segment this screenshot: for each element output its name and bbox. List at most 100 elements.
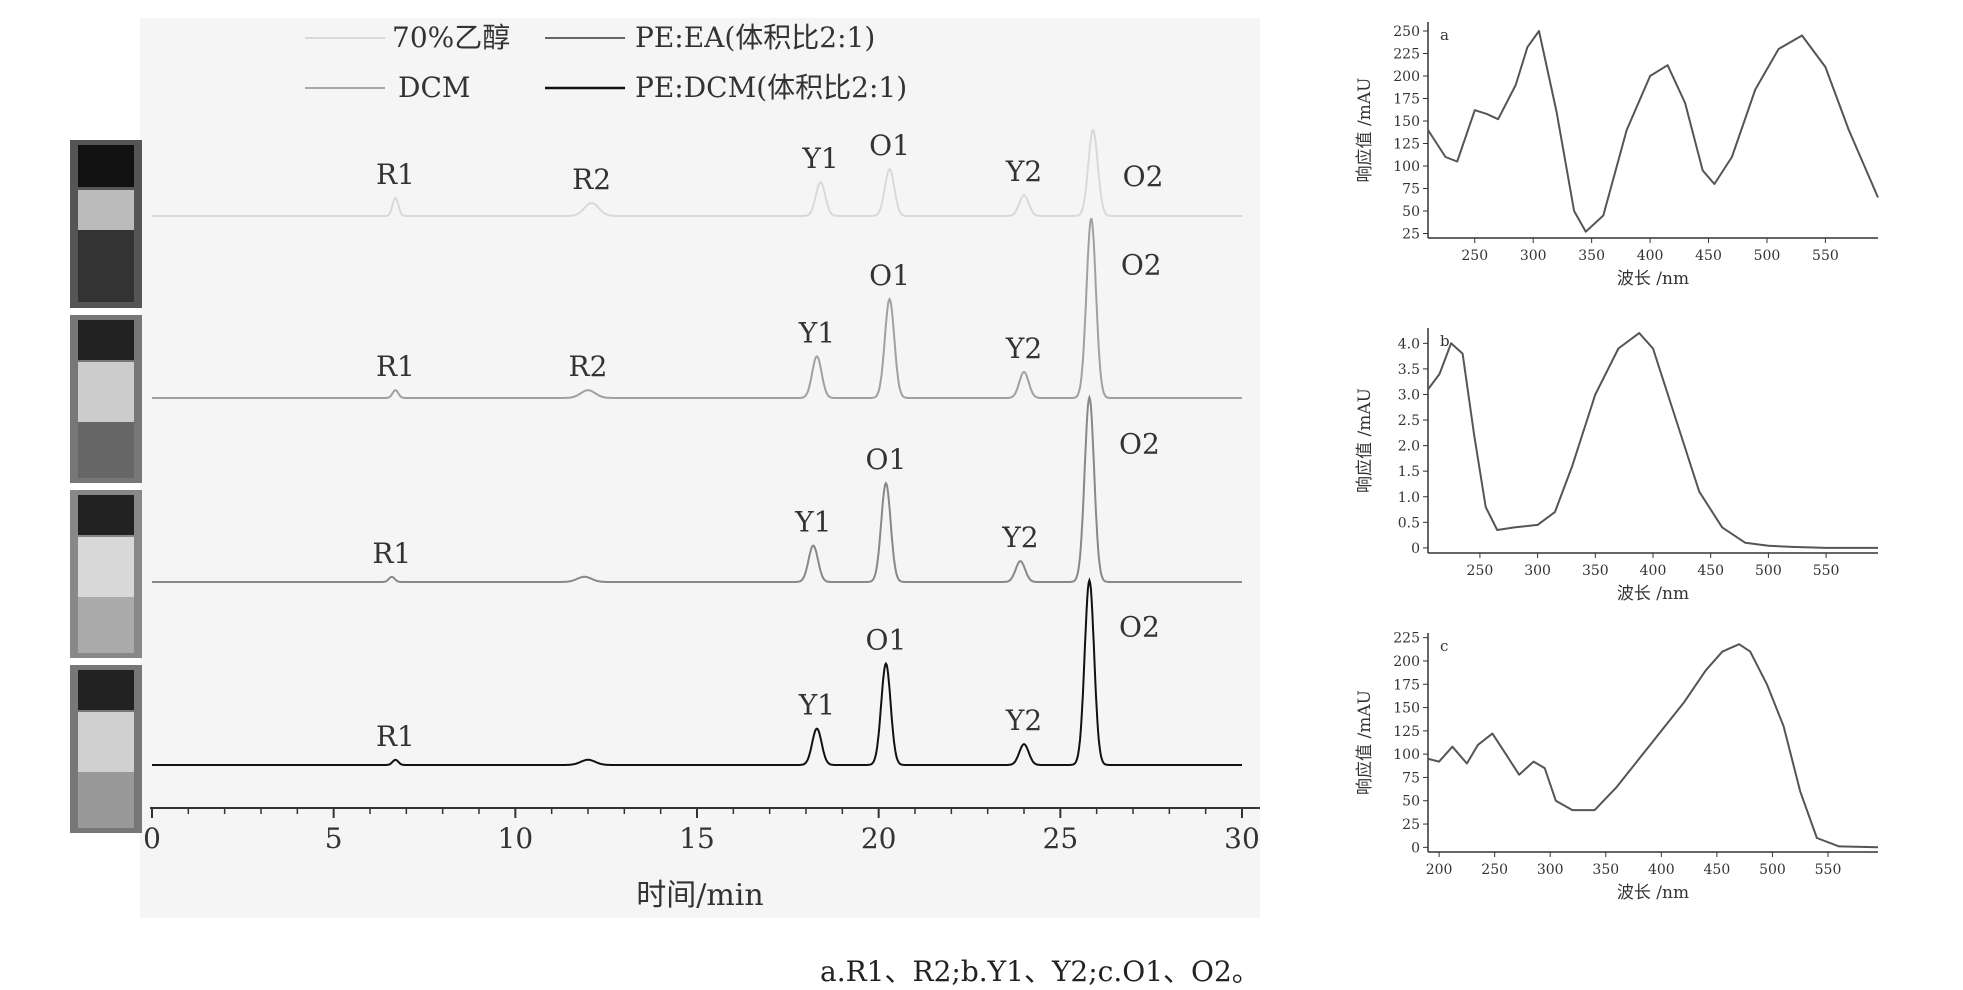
x-tick-label: 250 — [1467, 563, 1494, 579]
chromatogram-trace — [152, 577, 1242, 766]
y-tick-label: 75 — [1402, 182, 1420, 198]
peak-label: R2 — [569, 350, 608, 383]
y-tick-label: 225 — [1393, 47, 1420, 63]
peak-label: Y1 — [801, 142, 838, 175]
y-tick-label: 75 — [1402, 770, 1420, 786]
y-tick-label: 225 — [1393, 631, 1420, 647]
chromatogram-x-axis-label: 时间/min — [636, 878, 763, 913]
chromatogram-trace — [152, 218, 1242, 399]
y-tick-label: 25 — [1402, 227, 1420, 243]
chromatogram-panel-background — [140, 18, 1260, 918]
peak-label: O1 — [866, 443, 907, 476]
legend-label: PE:DCM(体积比2:1) — [635, 71, 907, 104]
chromatogram-trace — [152, 128, 1242, 217]
y-tick-label: 100 — [1393, 159, 1420, 175]
x-tick-label: 200 — [1426, 862, 1453, 878]
y-tick-label: 3.5 — [1398, 362, 1420, 378]
x-tick-label: 5 — [325, 822, 343, 855]
peak-label: O2 — [1119, 610, 1160, 643]
y-tick-label: 175 — [1393, 92, 1420, 108]
vial-photos — [70, 140, 142, 833]
peak-label: O2 — [1119, 427, 1160, 460]
y-tick-label: 150 — [1393, 114, 1420, 130]
y-tick-label: 4.0 — [1398, 336, 1420, 352]
x-tick-label: 450 — [1695, 248, 1722, 264]
peak-label: R1 — [372, 537, 411, 570]
y-tick-label: 200 — [1393, 654, 1420, 670]
spectrum-panel-a: 250 300 350 400 450 500 550 25 50 75 100 125 150 175 2… — [1355, 22, 1879, 289]
x-tick-label: 250 — [1461, 248, 1488, 264]
y-tick-label: 25 — [1402, 817, 1420, 833]
peak-label: O1 — [869, 259, 910, 292]
figure-caption: a.R1、R2;b.Y1、Y2;c.O1、O2。 — [820, 955, 1260, 988]
x-tick-label: 350 — [1582, 563, 1609, 579]
peak-label: O1 — [869, 129, 910, 162]
chromatogram-legend: 70%乙醇 PE:EA(体积比2:1) DCM PE:DCM(体积比2:1) — [305, 21, 907, 104]
peak-label: R1 — [376, 158, 415, 191]
x-axis-label: 波长 /nm — [1617, 584, 1689, 604]
peak-label: Y1 — [798, 316, 835, 349]
chromatogram-traces: R1 R2 Y1 O1 Y2 O2 R1 R2 Y1 O1 Y2 O2 R1 Y1 O1 Y2 O2 R1 Y1 O1… — [152, 128, 1242, 766]
y-tick-label: 0.5 — [1398, 515, 1420, 531]
panel-letter: c — [1440, 637, 1448, 655]
peak-label: O1 — [866, 624, 907, 657]
y-tick-label: 50 — [1402, 794, 1420, 810]
y-tick-label: 1.0 — [1398, 490, 1420, 506]
x-tick-label: 400 — [1648, 862, 1675, 878]
y-axis-label: 响应值 /mAU — [1355, 78, 1375, 183]
y-tick-label: 150 — [1393, 701, 1420, 717]
legend-label: DCM — [398, 71, 471, 104]
panel-letter: a — [1440, 26, 1449, 44]
x-tick-label: 550 — [1815, 862, 1842, 878]
peak-label: Y2 — [1005, 155, 1042, 188]
vial-photo — [70, 140, 142, 308]
x-tick-label: 20 — [861, 822, 897, 855]
y-tick-label: 1.5 — [1398, 464, 1420, 480]
vial-photo — [70, 665, 142, 833]
y-tick-label: 250 — [1393, 24, 1420, 40]
x-tick-label: 500 — [1754, 248, 1781, 264]
y-tick-label: 2.0 — [1398, 439, 1420, 455]
spectrum-line — [1427, 332, 1878, 549]
x-tick-label: 30 — [1224, 822, 1260, 855]
spectrum-line — [1427, 30, 1879, 233]
vial-photo — [70, 315, 142, 483]
x-tick-label: 15 — [679, 822, 715, 855]
x-tick-label: 10 — [498, 822, 534, 855]
y-tick-label: 0 — [1411, 840, 1420, 856]
chromatogram-trace — [152, 394, 1242, 583]
panel-letter: b — [1440, 332, 1450, 350]
peak-label: Y2 — [1005, 332, 1042, 365]
legend-label: 70%乙醇 — [392, 21, 510, 54]
x-tick-label: 550 — [1813, 563, 1840, 579]
y-tick-label: 175 — [1393, 677, 1420, 693]
spectrum-panel-c: 200 250 300 350 400 450 500 550 0 25 50 75 100 125 150… — [1355, 631, 1879, 903]
x-tick-label: 500 — [1759, 862, 1786, 878]
y-axis-label: 响应值 /mAU — [1355, 690, 1375, 795]
x-tick-label: 25 — [1043, 822, 1079, 855]
y-tick-label: 50 — [1402, 204, 1420, 220]
x-tick-label: 400 — [1640, 563, 1667, 579]
y-tick-label: 200 — [1393, 69, 1420, 85]
y-tick-label: 0 — [1411, 541, 1420, 557]
x-tick-label: 350 — [1592, 862, 1619, 878]
vial-photo — [70, 490, 142, 658]
x-tick-label: 300 — [1524, 563, 1551, 579]
legend-label: PE:EA(体积比2:1) — [635, 21, 875, 54]
chromatogram-x-axis: 0 5 10 15 20 25 30 — [143, 807, 1260, 855]
spectrum-panel-b: 250 300 350 400 450 500 550 0 0.5 1.0 1.5 2.0 2.5 3.0… — [1355, 328, 1878, 604]
x-tick-label: 300 — [1520, 248, 1547, 264]
x-tick-label: 550 — [1812, 248, 1839, 264]
x-tick-label: 400 — [1637, 248, 1664, 264]
x-axis-label: 波长 /nm — [1617, 883, 1689, 903]
x-tick-label: 250 — [1481, 862, 1508, 878]
x-tick-label: 450 — [1697, 563, 1724, 579]
y-tick-label: 2.5 — [1398, 413, 1420, 429]
x-axis-label: 波长 /nm — [1617, 269, 1689, 289]
peak-label: Y2 — [1001, 521, 1038, 554]
x-tick-label: 350 — [1578, 248, 1605, 264]
y-tick-label: 3.0 — [1398, 387, 1420, 403]
y-tick-label: 100 — [1393, 747, 1420, 763]
peak-label: O2 — [1121, 249, 1162, 282]
